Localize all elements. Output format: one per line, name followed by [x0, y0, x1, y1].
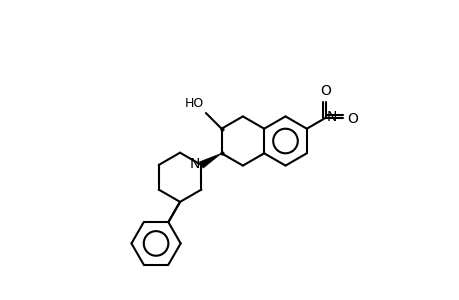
Text: N: N: [326, 110, 336, 124]
Text: N: N: [190, 158, 200, 171]
Text: O: O: [320, 84, 330, 98]
Text: HO: HO: [185, 97, 204, 110]
Text: O: O: [347, 112, 358, 126]
Polygon shape: [199, 153, 221, 168]
